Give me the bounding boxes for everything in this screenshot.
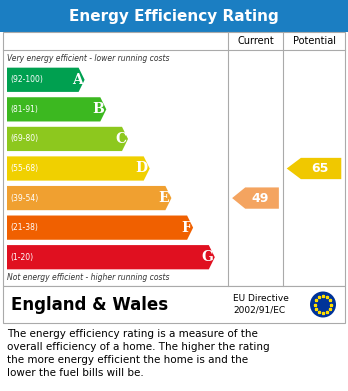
Polygon shape — [7, 127, 128, 151]
Text: EU Directive
2002/91/EC: EU Directive 2002/91/EC — [233, 294, 289, 315]
Text: England & Wales: England & Wales — [11, 296, 168, 314]
Text: Current: Current — [237, 36, 274, 46]
Polygon shape — [7, 68, 85, 92]
Text: The energy efficiency rating is a measure of the: The energy efficiency rating is a measur… — [7, 329, 258, 339]
Text: Energy Efficiency Rating: Energy Efficiency Rating — [69, 9, 279, 23]
Polygon shape — [232, 187, 279, 209]
Polygon shape — [7, 97, 106, 122]
Polygon shape — [7, 186, 172, 210]
Bar — [0, 0, 348, 32]
Bar — [3, 286, 345, 323]
Text: (69-80): (69-80) — [10, 135, 38, 143]
Text: Very energy efficient - lower running costs: Very energy efficient - lower running co… — [7, 54, 169, 63]
Text: A: A — [72, 73, 82, 87]
Text: overall efficiency of a home. The higher the rating: overall efficiency of a home. The higher… — [7, 342, 270, 352]
Text: (55-68): (55-68) — [10, 164, 38, 173]
Text: 49: 49 — [252, 192, 269, 204]
Text: (21-38): (21-38) — [10, 223, 38, 232]
Text: E: E — [159, 191, 169, 205]
Text: Not energy efficient - higher running costs: Not energy efficient - higher running co… — [7, 273, 169, 282]
Text: lower the fuel bills will be.: lower the fuel bills will be. — [7, 368, 144, 378]
Circle shape — [310, 292, 336, 317]
Polygon shape — [7, 215, 193, 240]
Bar — [3, 32, 345, 286]
Text: (92-100): (92-100) — [10, 75, 43, 84]
Polygon shape — [287, 158, 341, 179]
Text: B: B — [93, 102, 104, 117]
Text: 65: 65 — [311, 162, 328, 175]
Text: Potential: Potential — [293, 36, 335, 46]
Text: C: C — [115, 132, 126, 146]
Polygon shape — [7, 156, 150, 181]
Text: D: D — [136, 161, 148, 176]
Text: (39-54): (39-54) — [10, 194, 38, 203]
Polygon shape — [7, 245, 215, 269]
Text: G: G — [201, 250, 213, 264]
Text: (81-91): (81-91) — [10, 105, 38, 114]
Text: the more energy efficient the home is and the: the more energy efficient the home is an… — [7, 355, 248, 365]
Text: (1-20): (1-20) — [10, 253, 33, 262]
Text: F: F — [181, 221, 191, 235]
